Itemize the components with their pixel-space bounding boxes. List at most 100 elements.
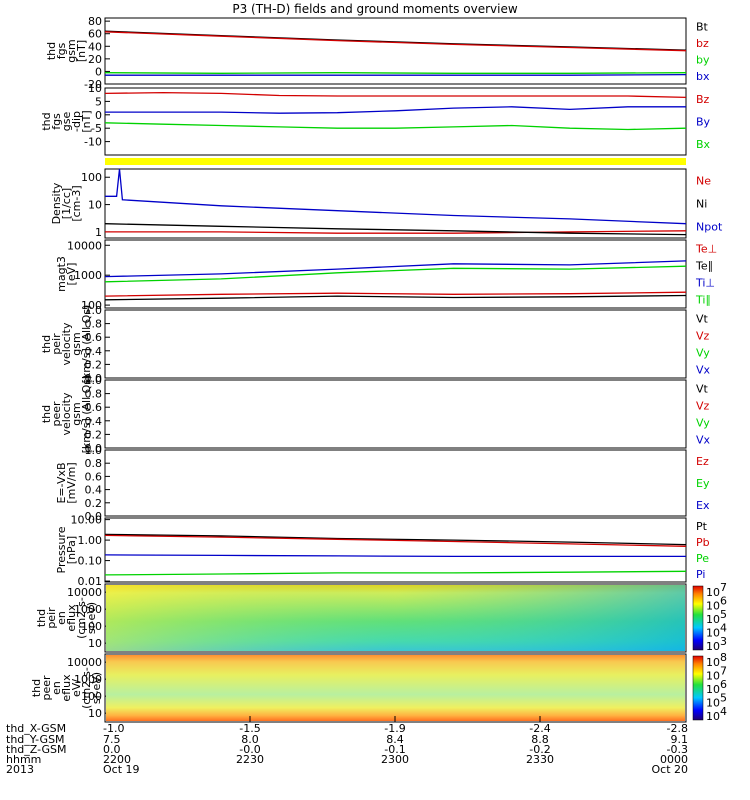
y-axis-label: peir bbox=[45, 607, 58, 629]
footer-value: -0.2 bbox=[529, 743, 550, 756]
panel-pressure: Pressure[nPa] 10.00 1.00 0.10 0.01 Pt Pb Pe Pi bbox=[55, 514, 710, 588]
colorbar-tick-exponent: 6 bbox=[720, 595, 727, 608]
colorbar bbox=[692, 655, 704, 721]
series-line-Pi bbox=[104, 554, 686, 558]
footer-value: -1.5 bbox=[239, 722, 260, 735]
y-axis-label: gse bbox=[60, 112, 73, 132]
y-axis-label: magt3 bbox=[55, 256, 68, 292]
panels: thdfgsgsm[nT]806040200-20Btbzbybxthdfgsg… bbox=[30, 15, 727, 723]
series-line-Pe bbox=[104, 570, 687, 576]
legend-entry: Te∥ bbox=[695, 260, 713, 273]
legend-entry: Ey bbox=[696, 477, 710, 490]
y-axis-label: fgs bbox=[50, 113, 63, 130]
y-tick-label: 10 bbox=[88, 707, 102, 720]
y-axis-label: fgs bbox=[55, 42, 68, 59]
series-line-Bt bbox=[104, 30, 687, 51]
colorbar-tick-label: 10 bbox=[706, 697, 720, 710]
y-tick-label: 0.01 bbox=[78, 575, 103, 588]
y-axis-label: [nT] bbox=[75, 40, 88, 62]
y-tick-label: 20 bbox=[88, 53, 102, 66]
footer-value: -0.0 bbox=[239, 743, 260, 756]
yellow-bar bbox=[105, 158, 686, 165]
series-line-Bz bbox=[104, 91, 687, 99]
legend-entry: Pe bbox=[696, 552, 709, 565]
panel-frame bbox=[104, 449, 687, 517]
y-tick-label: 0.2 bbox=[85, 428, 103, 441]
y-tick-label: 10000 bbox=[67, 656, 102, 669]
y-axis-label: thd bbox=[30, 679, 43, 697]
y-axis-label: gsm bbox=[70, 332, 83, 355]
y-tick-label: 0.0 bbox=[85, 442, 103, 455]
y-tick-label: 1.00 bbox=[78, 534, 103, 547]
panel-frame bbox=[104, 87, 687, 156]
footer-value: 9.1 bbox=[671, 733, 689, 746]
colorbar-tick-exponent: 7 bbox=[720, 665, 727, 678]
legend-entry: bx bbox=[696, 70, 710, 83]
y-tick-label: 10 bbox=[88, 82, 102, 95]
y-tick-label: 100 bbox=[81, 620, 102, 633]
y-tick-label: 100 bbox=[81, 299, 102, 312]
y-tick-label: 0 bbox=[95, 65, 102, 78]
colorbar-tick-label: 10 bbox=[706, 683, 720, 696]
series-line-Bx bbox=[104, 122, 687, 131]
y-axis-label: [nPa] bbox=[65, 536, 78, 564]
y-tick-label: 0.6 bbox=[85, 401, 103, 414]
y-tick-label: 0.8 bbox=[85, 388, 103, 401]
footer-value: -0.3 bbox=[667, 743, 688, 756]
y-tick-label: 1.0 bbox=[85, 444, 103, 457]
y-axis-label: sr-eV) bbox=[90, 672, 103, 704]
colorbar-tick-label: 10 bbox=[706, 670, 720, 683]
spectrogram bbox=[106, 655, 685, 721]
footer-value: -1.0 bbox=[103, 722, 124, 735]
legend-entry: Vz bbox=[696, 400, 710, 413]
colorbar-tick-label: 10 bbox=[706, 613, 720, 626]
legend-entry: bz bbox=[696, 37, 709, 50]
colorbar-tick-label: 10 bbox=[706, 627, 720, 640]
y-tick-label: -20 bbox=[84, 78, 102, 91]
legend-entry: by bbox=[696, 53, 710, 66]
y-axis-label: thd bbox=[45, 42, 58, 60]
footer-value: -2.4 bbox=[529, 722, 550, 735]
legend-entry: Ni bbox=[696, 198, 707, 211]
y-tick-label: 10000 bbox=[67, 239, 102, 252]
y-tick-label: 0.0 bbox=[85, 510, 103, 523]
y-tick-label: 0.8 bbox=[85, 457, 103, 470]
legend-entry: Vt bbox=[696, 383, 709, 396]
footer-value: 8.4 bbox=[386, 733, 404, 746]
colorbar-tick-exponent: 5 bbox=[720, 608, 727, 621]
y-tick-label: -5 bbox=[91, 122, 102, 135]
y-tick-label: 0.4 bbox=[85, 345, 103, 358]
panel-frame bbox=[104, 168, 687, 239]
footer-value: -2.8 bbox=[667, 722, 688, 735]
y-tick-label: 0.8 bbox=[85, 318, 103, 331]
y-axis-label: (cm2-s- bbox=[75, 597, 88, 639]
colorbar-tick-exponent: 8 bbox=[720, 651, 727, 664]
footer-value: 0000 bbox=[660, 753, 688, 766]
spectrogram-overlay bbox=[106, 585, 685, 651]
footer-value: 2300 bbox=[381, 753, 409, 766]
y-axis-label: [nT] bbox=[80, 110, 93, 132]
y-tick-label: 0 bbox=[95, 109, 102, 122]
y-tick-label: 0.6 bbox=[85, 331, 103, 344]
footer-row-label: thd_Z-GSM bbox=[6, 743, 66, 756]
y-axis-label: peer bbox=[50, 401, 63, 427]
colorbar-tick-label: 10 bbox=[706, 586, 720, 599]
series-line-Te∥ bbox=[104, 294, 687, 301]
footer-value: 8.8 bbox=[531, 733, 549, 746]
y-axis-label: E=-VxB bbox=[55, 462, 68, 503]
y-axis-label: -dip bbox=[70, 111, 83, 132]
y-tick-label: 0.2 bbox=[85, 497, 103, 510]
y-tick-label: -10 bbox=[84, 136, 102, 149]
colorbar-tick-label: 10 bbox=[706, 656, 720, 669]
panel-frame bbox=[104, 379, 687, 449]
footer-value: 2230 bbox=[236, 753, 264, 766]
legend-entry: Bt bbox=[696, 20, 709, 33]
legend-entry: Vx bbox=[696, 434, 711, 447]
y-axis-label: gsm bbox=[65, 39, 78, 62]
series-line-Te⊥ bbox=[104, 291, 687, 297]
